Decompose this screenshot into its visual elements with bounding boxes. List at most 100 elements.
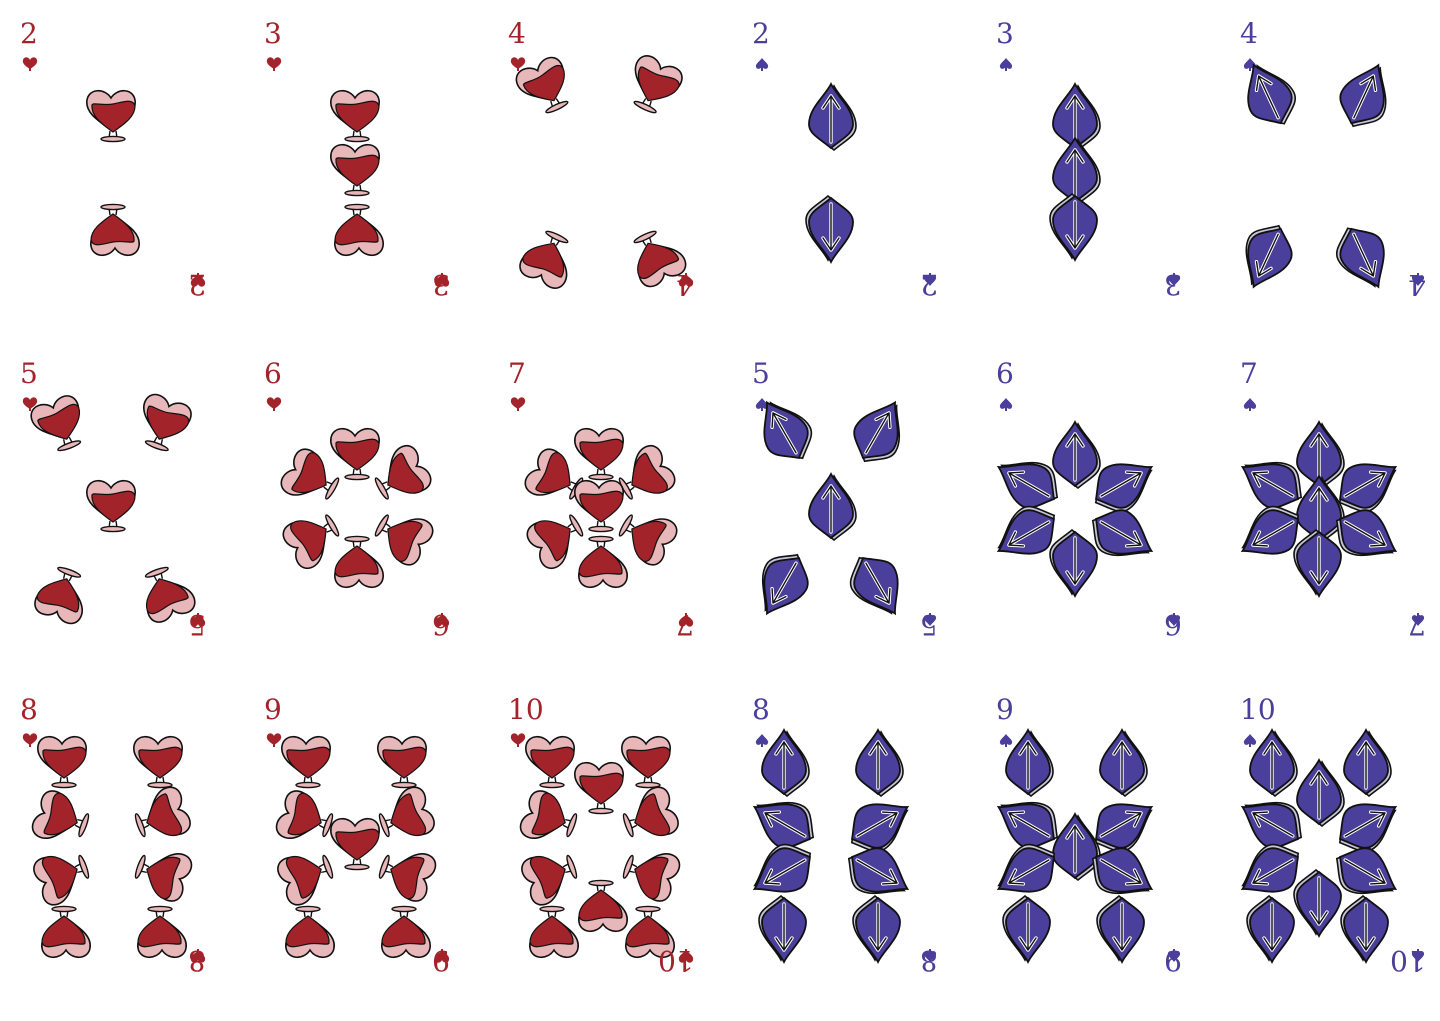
spade-arrow-icon	[808, 81, 857, 152]
heart-potion-icon	[625, 905, 675, 959]
spade-arrow-icon	[1247, 63, 1297, 125]
heart-potion-icon	[578, 879, 628, 933]
heart-potion-icon	[137, 905, 187, 959]
spade-arrow-icon	[1052, 811, 1101, 882]
spade-arrow-icon	[758, 894, 807, 965]
small-spade-icon	[999, 398, 1013, 411]
rank-label-top: 10	[1240, 693, 1276, 726]
small-heart-icon	[510, 57, 526, 71]
small-spade-icon	[1167, 273, 1181, 286]
heart-potion-icon	[578, 535, 628, 589]
spade-arrow-icon	[1052, 135, 1101, 206]
heart-potion-icon	[334, 535, 384, 589]
small-heart-icon	[678, 273, 694, 287]
spade-arrow-icon	[1094, 803, 1154, 853]
heart-potion-icon	[285, 905, 335, 959]
small-heart-icon	[434, 949, 450, 963]
spade-arrow-icon	[1091, 847, 1154, 895]
small-heart-icon	[510, 397, 526, 411]
card-face	[996, 727, 1181, 965]
card-face	[996, 398, 1181, 626]
spade-arrow-icon	[1049, 528, 1098, 599]
spade-arrow-icon	[849, 556, 899, 616]
card-face	[510, 733, 694, 963]
heart-potion-icon	[30, 395, 82, 452]
rank-label-bottom: 10	[658, 944, 694, 977]
spade-arrow-icon	[1335, 509, 1398, 557]
heart-potion-icon	[378, 852, 437, 902]
card-face	[1243, 58, 1425, 289]
small-spade-icon	[923, 949, 937, 962]
heart-potion-icon	[525, 735, 575, 789]
spade-arrow-icon	[996, 505, 1056, 555]
rank-label-bottom: 9	[1164, 944, 1182, 977]
spade-arrow-icon	[1339, 63, 1387, 128]
rank-label-bottom: 9	[432, 944, 450, 977]
spade-arrow-icon	[855, 727, 904, 798]
rank-label-top: 6	[996, 357, 1014, 390]
spade-arrow-icon	[1094, 463, 1154, 513]
rank-label-top: 3	[996, 17, 1014, 50]
spade-arrow-icon	[1240, 505, 1300, 555]
heart-potion-icon	[282, 514, 340, 570]
small-spade-icon	[1411, 949, 1425, 962]
heart-potion-icon	[33, 854, 90, 906]
spade-arrow-icon	[1005, 727, 1054, 798]
rank-label-top: 8	[752, 693, 770, 726]
spade-arrow-icon	[805, 194, 854, 265]
rank-label-top: 9	[264, 693, 282, 726]
small-spade-icon	[999, 734, 1013, 747]
rank-label-bottom: 5	[920, 608, 938, 641]
heart-potion-icon	[275, 790, 334, 840]
spade-arrow-icon	[996, 843, 1056, 893]
spade-arrow-icon	[853, 400, 901, 463]
small-spade-icon	[999, 58, 1013, 71]
small-spade-icon	[1167, 949, 1181, 962]
spade-arrow-icon	[1338, 803, 1398, 853]
rank-label-top: 5	[20, 357, 38, 390]
rank-label-top: 2	[20, 17, 38, 50]
rank-label-top: 9	[996, 693, 1014, 726]
heart-potion-icon	[37, 735, 87, 789]
rank-label-bottom: 7	[1408, 608, 1426, 641]
spade-arrow-icon	[752, 843, 812, 893]
small-heart-icon	[678, 949, 694, 963]
rank-label-bottom: 3	[432, 268, 450, 301]
spade-arrow-icon	[1091, 509, 1154, 557]
heart-potion-icon	[374, 444, 432, 500]
heart-potion-icon	[574, 479, 624, 533]
small-heart-icon	[190, 613, 206, 627]
heart-potion-icon	[330, 817, 380, 871]
heart-potion-icon	[90, 203, 140, 257]
heart-potion-icon	[142, 393, 192, 452]
spade-arrow-icon	[1245, 224, 1293, 289]
card-face	[22, 57, 206, 287]
rank-label-bottom: 6	[1164, 608, 1182, 641]
rank-label-bottom: 4	[1408, 268, 1426, 301]
heart-potion-icon	[377, 735, 427, 789]
spade-arrow-icon	[1340, 894, 1389, 965]
spade-arrow-icon	[752, 801, 815, 849]
heart-potion-icon	[519, 790, 578, 840]
spade-arrow-icon	[1052, 419, 1101, 490]
spade-arrow-icon	[808, 471, 857, 542]
spade-arrow-icon	[1293, 528, 1342, 599]
small-spade-icon	[755, 398, 769, 411]
spade-arrow-icon	[1296, 419, 1345, 490]
rank-label-top: 3	[264, 17, 282, 50]
card-face	[266, 397, 450, 627]
card-face	[755, 58, 937, 286]
heart-potion-icon	[574, 427, 624, 481]
rank-label-top: 6	[264, 357, 282, 390]
small-heart-icon	[22, 397, 38, 411]
heart-potion-icon	[621, 735, 671, 789]
rank-label-top: 4	[508, 17, 526, 50]
rank-label-bottom: 7	[676, 608, 694, 641]
